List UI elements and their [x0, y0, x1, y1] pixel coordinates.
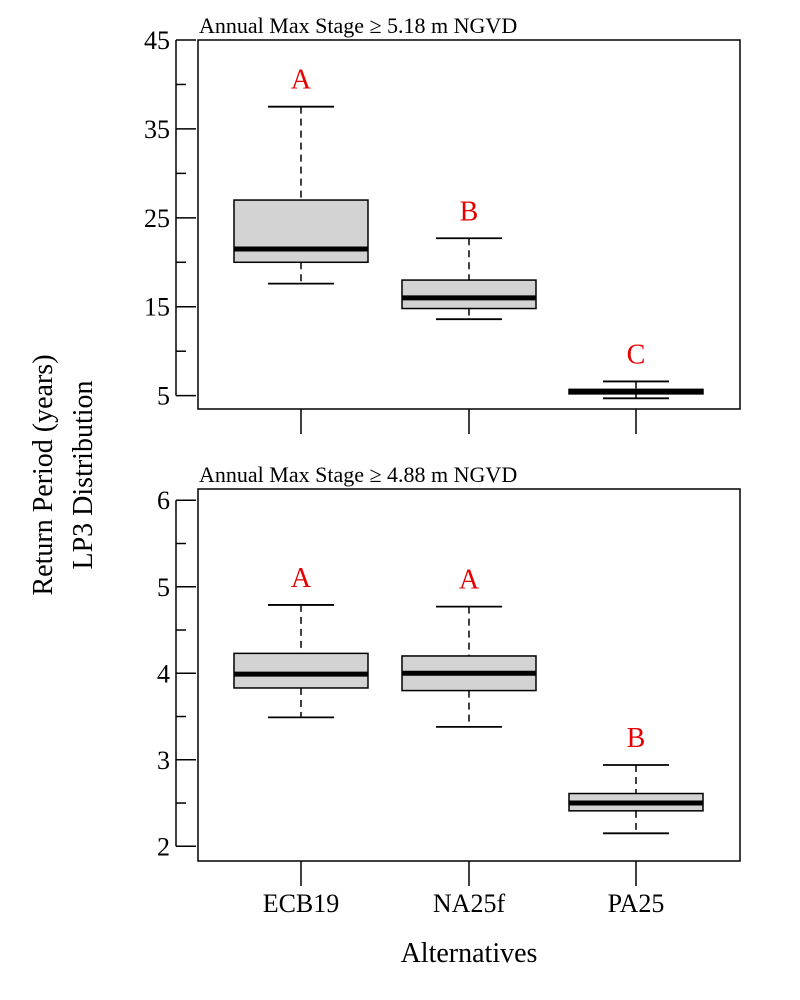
group-letter-na25f: A — [459, 565, 480, 596]
box-na25f: A — [401, 565, 537, 728]
boxes-bottom: A A B — [233, 563, 704, 835]
x-label-ecb19: ECB19 — [263, 889, 340, 918]
y-axis-title: Return Period (years) LP3 Distribution — [28, 354, 99, 595]
boxes-top: A B C — [233, 65, 704, 400]
group-letter-ecb19: A — [291, 65, 312, 96]
x-ticks-top — [300, 409, 637, 434]
box-ecb19: A — [233, 65, 369, 285]
y-axis-bottom: 2 3 4 5 6 — [157, 486, 196, 861]
x-ticks-bottom — [300, 861, 637, 886]
panel-top: Annual Max Stage ≥ 5.18 m NGVD 5 15 25 35 45… — [144, 13, 741, 434]
y-tick-label: 35 — [144, 115, 170, 144]
iqr-box — [233, 199, 369, 264]
box-ecb19: A — [233, 563, 369, 719]
y-tick-label: 4 — [157, 659, 170, 688]
y-tick-label: 45 — [144, 26, 170, 55]
y-tick-label: 6 — [157, 486, 170, 515]
group-letter-pa25: C — [627, 339, 646, 370]
group-letter-pa25: B — [627, 723, 646, 754]
iqr-box — [233, 652, 369, 689]
box-pa25: C — [568, 339, 704, 400]
y-tick-label: 25 — [144, 204, 170, 233]
y-axis-title-line1: Return Period (years) — [28, 354, 59, 595]
x-label-na25f: NA25f — [433, 889, 506, 918]
y-axis-title-line2: LP3 Distribution — [68, 380, 99, 569]
y-tick-label: 15 — [144, 293, 170, 322]
box-pa25: B — [568, 723, 704, 835]
y-axis-top: 5 15 25 35 45 — [144, 26, 196, 411]
y-tick-label: 3 — [157, 746, 170, 775]
panel-title-bottom: Annual Max Stage ≥ 4.88 m NGVD — [199, 462, 517, 487]
panel-title-top: Annual Max Stage ≥ 5.18 m NGVD — [199, 13, 517, 38]
iqr-box — [401, 279, 537, 310]
group-letter-na25f: B — [460, 196, 479, 227]
panel-bottom: Annual Max Stage ≥ 4.88 m NGVD 2 3 4 5 6 A A B — [157, 462, 741, 886]
group-letter-ecb19: A — [291, 563, 312, 594]
x-category-labels: ECB19 NA25f PA25 — [263, 889, 665, 918]
x-label-pa25: PA25 — [608, 889, 665, 918]
y-tick-label: 5 — [157, 382, 170, 411]
x-axis-title: Alternatives — [401, 938, 538, 969]
box-na25f: B — [401, 196, 537, 321]
y-tick-label: 5 — [157, 573, 170, 602]
y-tick-label: 2 — [157, 832, 170, 861]
